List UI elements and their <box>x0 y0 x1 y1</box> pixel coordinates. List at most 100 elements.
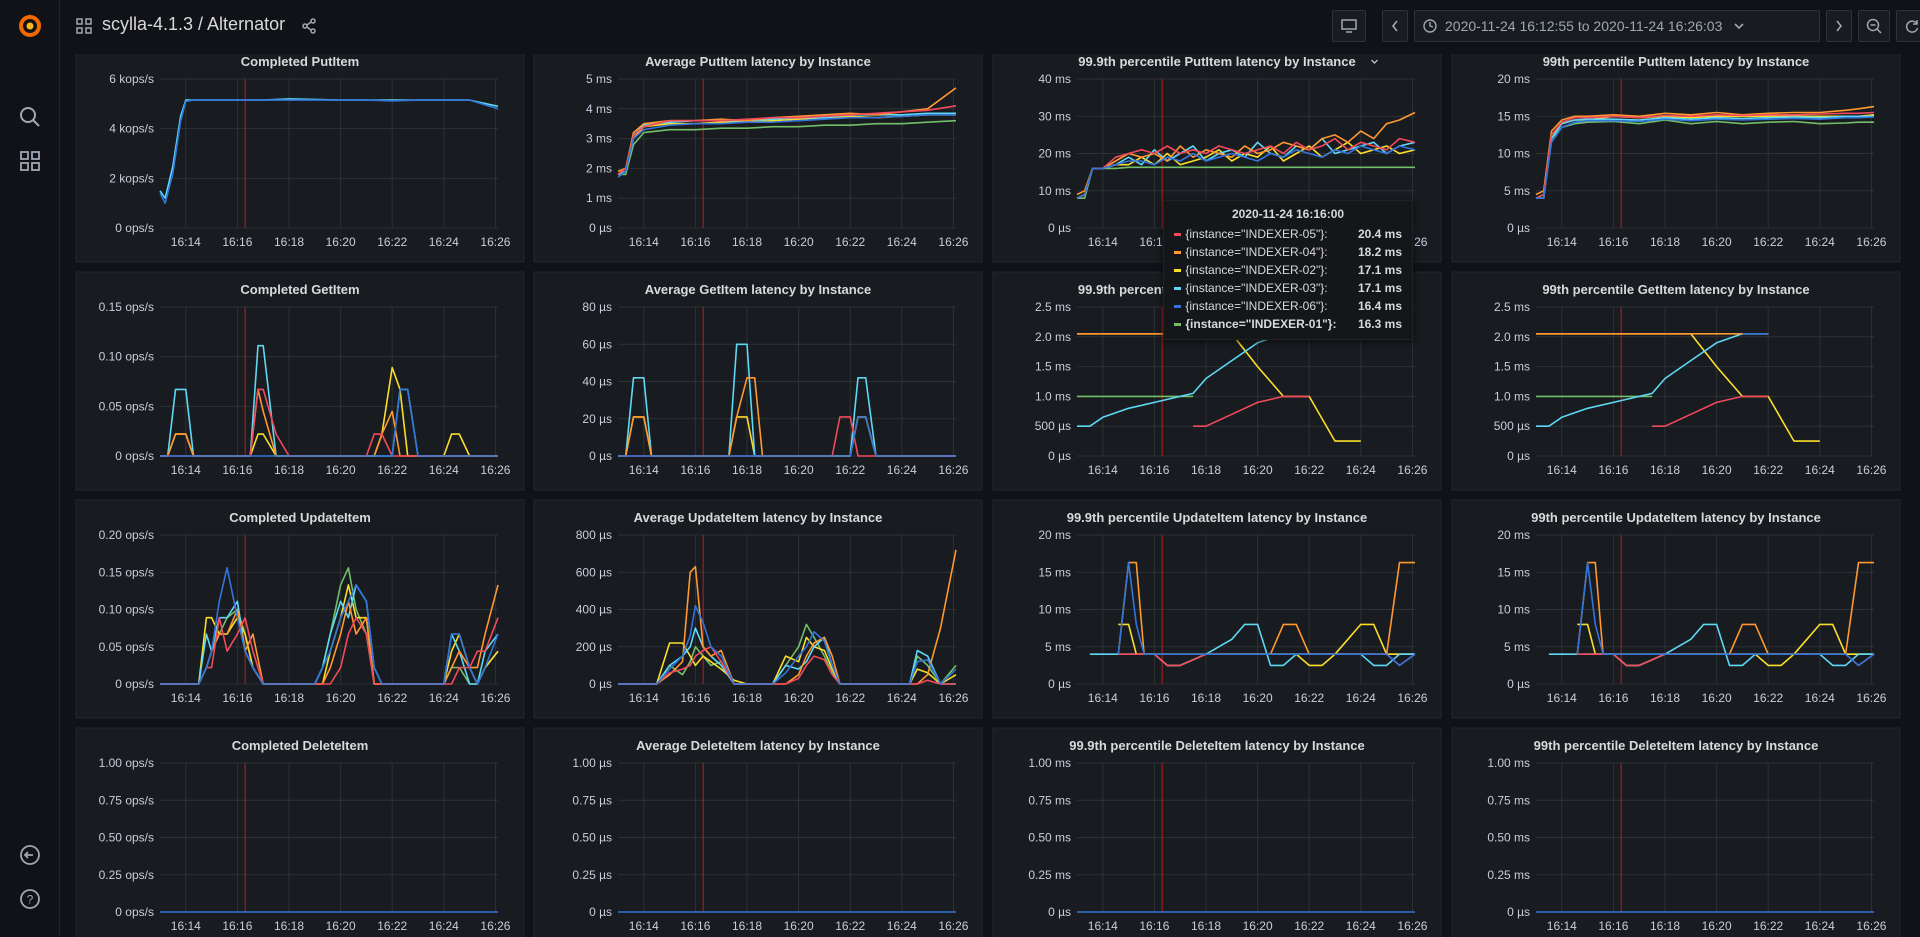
y-tick-label: 2 kops/s <box>109 171 154 185</box>
x-tick-label: 16:24 <box>1346 691 1376 705</box>
refresh-icon <box>1905 20 1919 33</box>
sign-out-icon[interactable] <box>16 841 44 869</box>
x-tick-label: 16:14 <box>171 235 201 249</box>
help-icon[interactable]: ? <box>16 885 44 913</box>
panel-title: 99.9th percentile UpdateItem latency by … <box>1067 510 1368 525</box>
panel-put-99[interactable]: 99th percentile PutItem latency by Insta… <box>1451 54 1901 263</box>
x-tick-label: 16:22 <box>1294 919 1324 933</box>
series-line-indexer-05 <box>617 105 957 176</box>
dashboards-icon[interactable] <box>16 147 44 175</box>
x-tick-label: 16:20 <box>326 463 356 477</box>
x-tick-label: 16:16 <box>1598 463 1628 477</box>
panel-get-99[interactable]: 99th percentile GetItem latency by Insta… <box>1451 271 1901 491</box>
x-tick-label: 16:18 <box>732 235 762 249</box>
grafana-logo-icon[interactable] <box>16 12 44 40</box>
tooltip-series-value: 20.4 ms <box>1357 227 1402 241</box>
x-tick-label: 16:26 <box>1856 691 1886 705</box>
dashboard-title[interactable]: scylla-4.1.3 / Alternator <box>102 14 286 34</box>
panel-get-avg[interactable]: Average GetItem latency by Instance 0 µs 2… <box>533 271 983 491</box>
x-tick-label: 16:14 <box>629 919 659 933</box>
panel-put-avg[interactable]: Average PutItem latency by Instance 0 µs 1… <box>533 54 983 263</box>
x-tick-label: 16:14 <box>1088 235 1118 249</box>
panel-upd-avg[interactable]: Average UpdateItem latency by Instance 0 … <box>533 499 983 719</box>
zoom-out-icon <box>1866 18 1882 34</box>
zoom-out-button[interactable] <box>1858 10 1890 42</box>
series-line-indexer-04 <box>160 584 499 685</box>
top-bar: scylla-4.1.3 / Alternator 2020-11-24 16:… <box>60 0 1920 54</box>
y-tick-label: 20 µs <box>582 412 612 426</box>
chevron-left-icon <box>1391 20 1398 32</box>
series-line-indexer-06 <box>617 114 956 178</box>
panel-title: Completed GetItem <box>240 282 359 297</box>
panel-del-avg[interactable]: Average DeleteItem latency by Instance 0 … <box>533 727 983 937</box>
x-tick-label: 16:20 <box>784 919 814 933</box>
panel-title: Average DeleteItem latency by Instance <box>636 738 880 753</box>
x-tick-label: 16:18 <box>274 463 304 477</box>
x-tick-label: 16:24 <box>429 235 459 249</box>
x-tick-label: 16:14 <box>1088 691 1118 705</box>
x-tick-label: 16:18 <box>732 691 762 705</box>
panel-put-count[interactable]: Completed PutItem 0 ops/s 2 kops/s 4 kops/s… <box>75 54 525 263</box>
series-swatch <box>1174 322 1182 326</box>
x-tick-label: 16:16 <box>222 691 252 705</box>
y-tick-label: 1.00 µs <box>572 756 612 770</box>
share-icon[interactable] <box>301 18 317 39</box>
panel-upd-99[interactable]: 99th percentile UpdateItem latency by In… <box>1451 499 1901 719</box>
x-tick-label: 16:16 <box>680 919 710 933</box>
tv-mode-button[interactable] <box>1332 10 1366 42</box>
x-tick-label: 16:26 <box>1856 463 1886 477</box>
x-tick-label: 16:16 <box>1139 919 1169 933</box>
y-tick-label: 0 µs <box>1507 905 1530 919</box>
x-tick-label: 16:26 <box>480 919 510 933</box>
x-tick-label: 16:16 <box>222 235 252 249</box>
y-tick-label: 0.15 ops/s <box>99 300 154 314</box>
x-tick-label: 16:18 <box>1650 919 1680 933</box>
y-tick-label: 20 ms <box>1497 72 1530 86</box>
series-line-indexer-05 <box>1652 395 1769 427</box>
panel-upd-999[interactable]: 99.9th percentile UpdateItem latency by … <box>992 499 1442 719</box>
panel-del-99[interactable]: 99th percentile DeleteItem latency by In… <box>1451 727 1901 937</box>
panel-title: Average GetItem latency by Instance <box>645 282 871 297</box>
panel-title: Average UpdateItem latency by Instance <box>634 510 883 525</box>
time-range-picker[interactable]: 2020-11-24 16:12:55 to 2020-11-24 16:26:… <box>1414 10 1820 42</box>
search-icon[interactable] <box>16 103 44 131</box>
series-line-indexer-04 <box>1535 105 1875 196</box>
y-tick-label: 0.50 ms <box>1487 831 1530 845</box>
x-tick-label: 16:18 <box>274 691 304 705</box>
x-tick-label: 16:22 <box>835 691 865 705</box>
x-tick-label: 16:24 <box>429 691 459 705</box>
x-tick-label: 16:26 <box>480 463 510 477</box>
x-tick-label: 16:22 <box>377 463 407 477</box>
series-line-indexer-03 <box>1535 115 1874 199</box>
y-tick-label: 0 µs <box>1048 905 1071 919</box>
apps-grid-icon[interactable] <box>76 18 92 39</box>
y-tick-label: 0 µs <box>1048 449 1071 463</box>
y-tick-label: 0.50 µs <box>572 831 612 845</box>
tooltip-series-label: {instance="INDEXER-04"}: <box>1185 245 1328 259</box>
tooltip-row: {instance="INDEXER-03"}: 17.1 ms <box>1174 279 1402 297</box>
x-tick-label: 16:14 <box>629 691 659 705</box>
panel-del-999[interactable]: 99.9th percentile DeleteItem latency by … <box>992 727 1442 937</box>
series-line-indexer-06 <box>160 388 498 457</box>
x-tick-label: 16:26 <box>480 235 510 249</box>
series-line-indexer-06 <box>618 605 957 685</box>
panel-del-count[interactable]: Completed DeleteItem 0 ops/s 0.25 ops/s 0.5… <box>75 727 525 937</box>
series-line-indexer-05 <box>1535 111 1875 199</box>
panel-upd-count[interactable]: Completed UpdateItem 0 ops/s 0.05 ops/s 0.1… <box>75 499 525 719</box>
x-tick-label: 16:22 <box>377 691 407 705</box>
panel-get-count[interactable]: Completed GetItem 0 ops/s 0.05 ops/s 0.10 o… <box>75 271 525 491</box>
chevron-down-icon <box>1734 23 1744 30</box>
y-tick-label: 0.25 ops/s <box>99 868 154 882</box>
y-tick-label: 2.0 ms <box>1035 330 1071 344</box>
y-tick-label: 0.10 ops/s <box>99 350 154 364</box>
x-tick-label: 16:22 <box>835 919 865 933</box>
y-tick-label: 0.15 ops/s <box>99 565 154 579</box>
panel-background <box>75 54 525 263</box>
time-forward-button[interactable] <box>1826 10 1852 42</box>
series-line-indexer-05 <box>1076 137 1416 199</box>
x-tick-label: 16:24 <box>887 919 917 933</box>
panel-title: Average PutItem latency by Instance <box>645 54 871 69</box>
time-back-button[interactable] <box>1382 10 1408 42</box>
refresh-button[interactable] <box>1896 10 1920 42</box>
y-tick-label: 1.00 ms <box>1028 756 1071 770</box>
